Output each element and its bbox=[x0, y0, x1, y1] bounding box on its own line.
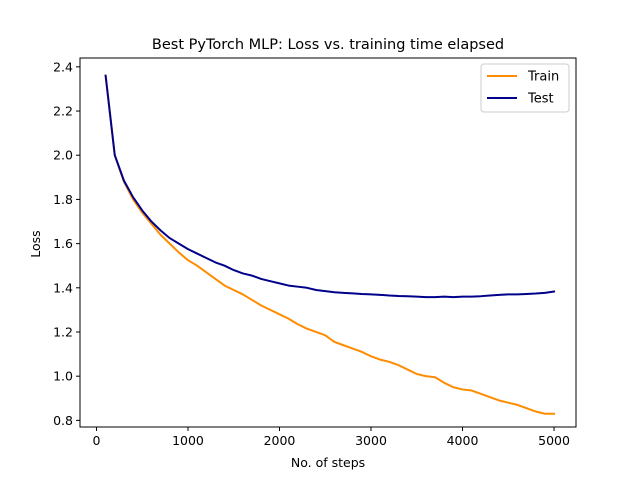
x-axis-label: No. of steps bbox=[291, 455, 365, 470]
plot-frame bbox=[79, 57, 577, 428]
series-line-train bbox=[104, 74, 556, 415]
chart-title: Best PyTorch MLP: Loss vs. training time… bbox=[152, 37, 504, 53]
y-tick-label: 2.4 bbox=[53, 59, 73, 74]
x-tick-label: 3000 bbox=[355, 433, 387, 448]
y-tick-label: 1.0 bbox=[53, 369, 73, 384]
legend: Train Test bbox=[480, 63, 570, 113]
y-tick-label: 1.2 bbox=[53, 324, 73, 339]
series-line-test bbox=[104, 74, 556, 299]
y-tick-label: 1.6 bbox=[53, 236, 73, 251]
y-tick-label: 1.8 bbox=[53, 192, 73, 207]
y-axis-label: Loss bbox=[28, 230, 43, 257]
y-tick-label: 2.0 bbox=[53, 148, 73, 163]
y-tick-label: 0.8 bbox=[53, 413, 73, 428]
x-tick-label: 5000 bbox=[538, 433, 570, 448]
y-tick-label: 1.4 bbox=[53, 280, 73, 295]
x-tick-label: 4000 bbox=[447, 433, 479, 448]
series-layer bbox=[104, 74, 556, 415]
y-axis: 0.8 1.0 1.2 1.4 1.6 1.8 2.0 2.2 2.4 bbox=[53, 59, 80, 428]
x-tick-label: 1000 bbox=[172, 433, 204, 448]
legend-label-test: Test bbox=[527, 92, 554, 107]
x-tick-label: 2000 bbox=[264, 433, 296, 448]
y-tick-label: 2.2 bbox=[53, 104, 73, 119]
x-axis: 0 1000 2000 3000 4000 5000 bbox=[92, 427, 570, 448]
x-tick-label: 0 bbox=[92, 433, 100, 448]
legend-label-train: Train bbox=[527, 70, 559, 85]
